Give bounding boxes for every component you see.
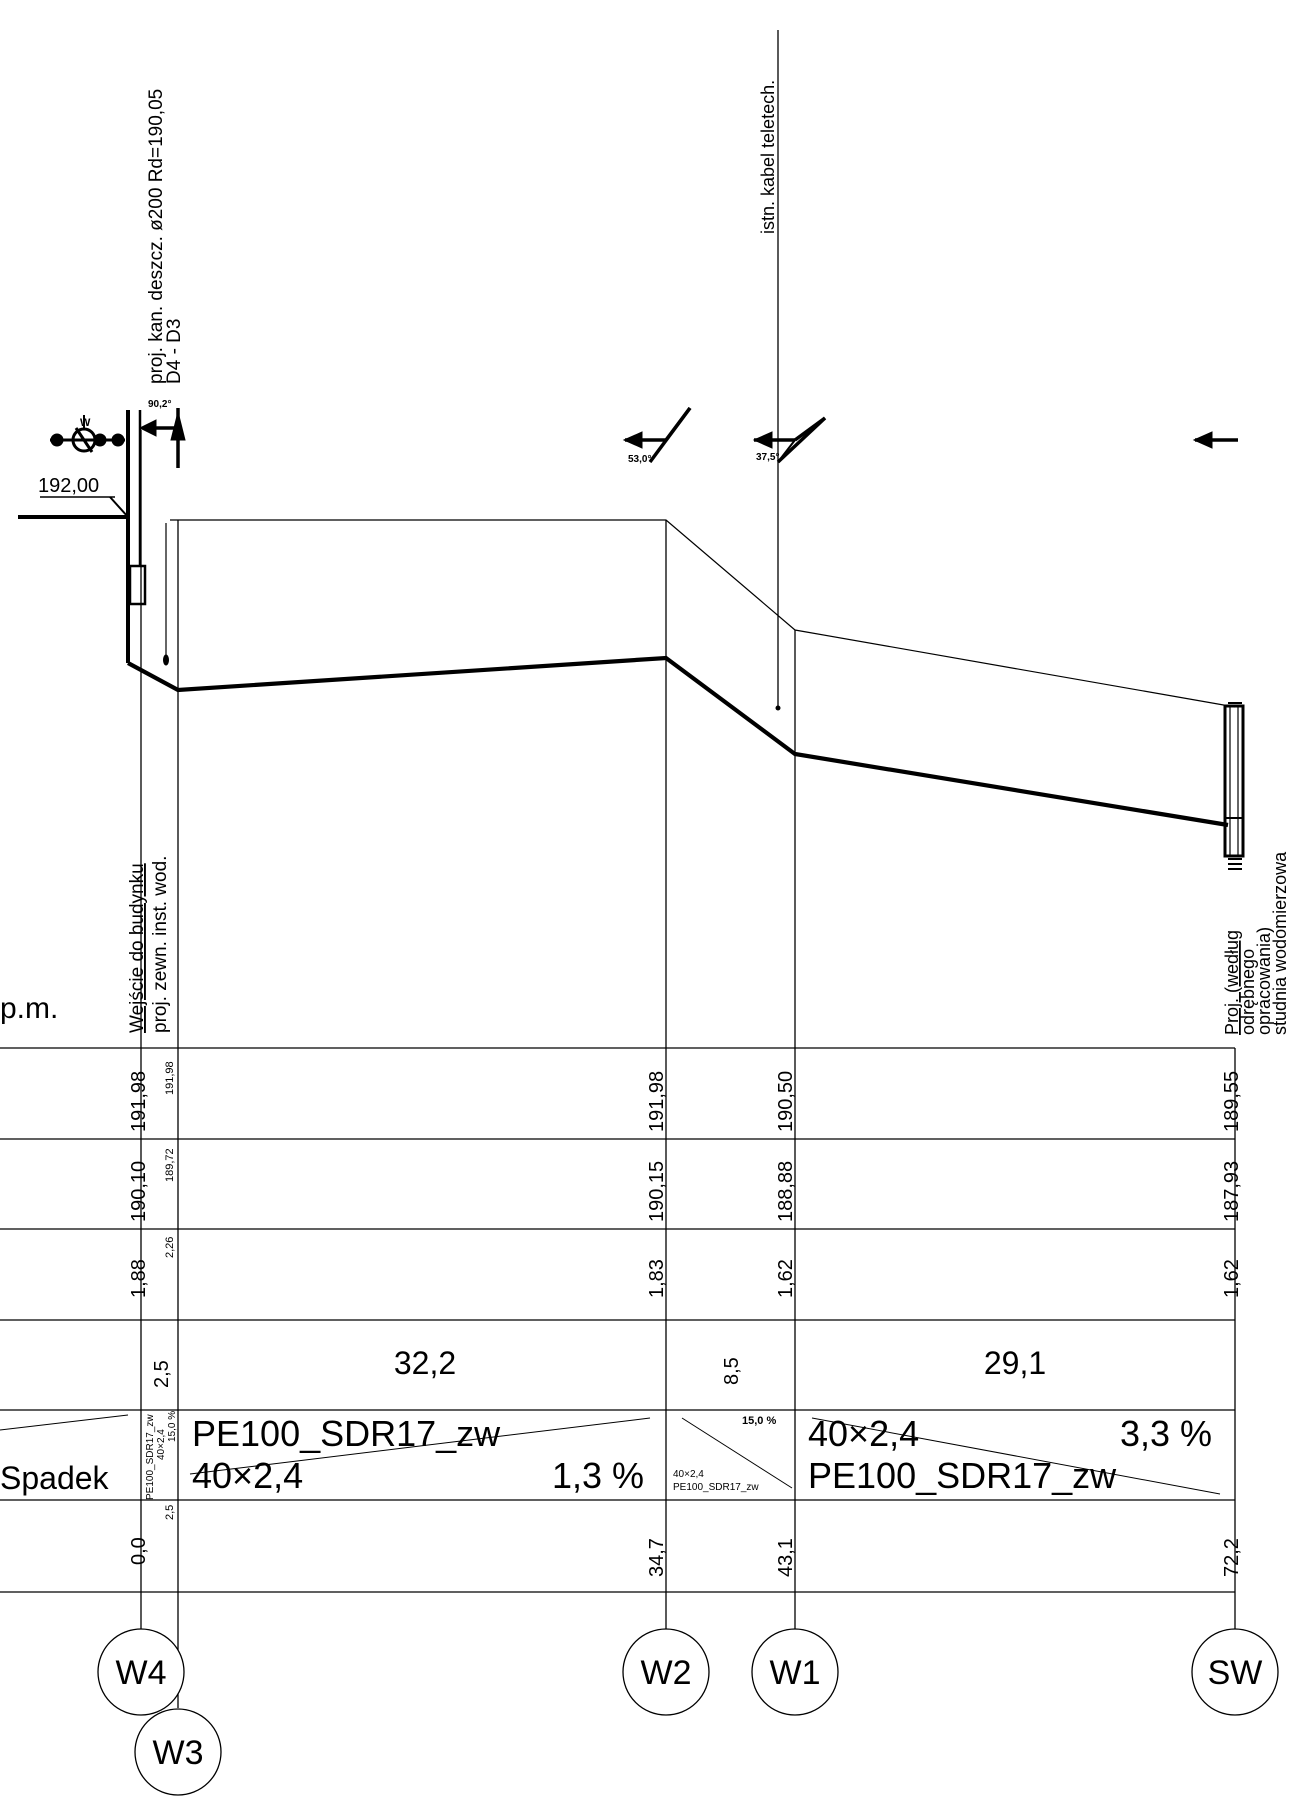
depth-w2: 1,83 [646, 1259, 668, 1298]
invert-w4: 190,10 [128, 1161, 150, 1222]
ground-level-row: 191,98 191,98 191,98 190,50 189,55 [128, 1061, 1243, 1132]
ground-sw: 189,55 [1221, 1071, 1243, 1132]
node-label-w4: W4 [116, 1654, 167, 1692]
depth-w4: 1,88 [128, 1259, 150, 1298]
length-row: 2,5 32,2 8,5 29,1 [151, 1345, 1046, 1388]
building-entry-riser [18, 410, 147, 663]
station-lines [140, 30, 1236, 1708]
seg-3-slope: 15,0 % [742, 1415, 776, 1427]
flow-arrow-icon [1192, 431, 1238, 449]
seg-2-pipe-size: 40×2,4 [192, 1455, 303, 1496]
internal-installation-label: proj. zewn. inst. wod. [150, 856, 171, 1033]
seg-2-slope: 1,3 % [552, 1455, 644, 1496]
seg-1-slope: 15,0 % [167, 1411, 178, 1442]
meter-well-icon [1223, 702, 1245, 870]
node-markers: W4 W3 W2 W1 SW [97, 1628, 1279, 1796]
ground-w1: 190,50 [775, 1071, 797, 1132]
seg-4-pipe-type: PE100_SDR17_zw [808, 1455, 1117, 1496]
meter-well-line-3: opracowania) [1254, 927, 1274, 1035]
length-seg-1: 2,5 [151, 1360, 173, 1388]
node-bubble-w1 [751, 1628, 839, 1716]
building-entry-label: Wejście do budynku [127, 863, 148, 1033]
bend-w1-icon [752, 416, 827, 464]
tee-w3-icon [138, 408, 186, 666]
seg-1-pipe-size: 40×2,4 [156, 1429, 167, 1460]
telecom-cable-crossing [775, 705, 781, 711]
depth-w1: 1,62 [775, 1259, 797, 1298]
chainage-w3: 2,5 [164, 1505, 176, 1520]
chainage-w1: 43,1 [775, 1538, 797, 1577]
seg-2-pipe-type: PE100_SDR17_zw [192, 1413, 501, 1454]
angle-w3: 90,2° [148, 399, 171, 410]
rain-sewer-annotation: proj. kan. deszcz. ø200 Rd=190,05 [146, 89, 167, 384]
ground-level-label-left: 192,00 [38, 475, 99, 497]
node-bubble-sw [1191, 1628, 1279, 1716]
slope-row-label: Spadek [0, 1460, 110, 1496]
segment-1-pipe: PE100_SDR17_zw 40×2,4 15,0 % [145, 1411, 178, 1500]
meter-well-line-2: odrębnego [1238, 949, 1258, 1035]
chainage-sw: 72,2 [1221, 1538, 1243, 1577]
invert-sw: 187,93 [1221, 1161, 1243, 1222]
invert-w3: 189,72 [164, 1148, 176, 1182]
slope-row [0, 1414, 1221, 1495]
seg-4-pipe-size: 40×2,4 [808, 1413, 919, 1454]
depth-w3: 2,26 [164, 1237, 176, 1258]
ground-w3: 191,98 [164, 1061, 176, 1095]
valve-icon [50, 415, 125, 453]
length-seg-3: 8,5 [721, 1357, 743, 1385]
node-bubble-w2 [622, 1628, 710, 1716]
profile-table-grid [0, 1047, 1235, 1593]
length-seg-2: 32,2 [394, 1345, 456, 1381]
valve-label: W [80, 417, 91, 429]
invert-w1: 188,88 [775, 1161, 797, 1222]
seg-1-pipe-type: PE100_SDR17_zw [145, 1414, 156, 1500]
node-bubble-w3 [134, 1708, 222, 1796]
pipe-line [127, 655, 1229, 828]
meter-well-line-1: Proj. (według [1222, 930, 1242, 1035]
invert-level-row: 190,10 189,72 190,15 188,88 187,93 [128, 1148, 1243, 1222]
ground-line [170, 519, 1236, 708]
bend-w2-icon [622, 406, 692, 464]
angle-w1: 37,5° [756, 452, 779, 463]
seg-4-slope: 3,3 % [1120, 1413, 1212, 1454]
ground-w2: 191,98 [646, 1071, 668, 1132]
node-label-w3: W3 [153, 1734, 204, 1772]
rain-sewer-section: D4 - D3 [164, 319, 185, 384]
node-label-w2: W2 [641, 1654, 692, 1692]
node-label-sw: SW [1208, 1654, 1263, 1692]
seg-3-pipe-size: 40×2,4 [673, 1469, 704, 1480]
base-level-label: p.m. [0, 992, 58, 1025]
invert-w2: 190,15 [646, 1161, 668, 1222]
chainage-row: 0,0 2,5 34,7 43,1 72,2 [128, 1505, 1243, 1577]
meter-well-line-4: studnia wodomierzowa [1270, 851, 1290, 1035]
length-seg-4: 29,1 [984, 1345, 1046, 1381]
angle-w2: 53,0° [628, 454, 651, 465]
depth-sw: 1,62 [1221, 1259, 1243, 1298]
telecom-cable-annotation: istn. kabel teletech. [758, 80, 778, 234]
depth-row: 1,88 2,26 1,83 1,62 1,62 [128, 1237, 1243, 1298]
ground-w4: 191,98 [128, 1071, 150, 1132]
node-bubble-w4 [97, 1628, 185, 1716]
meter-well-annotation: Proj. (według odrębnego opracowania) stu… [1222, 851, 1290, 1035]
chainage-w2: 34,7 [646, 1538, 668, 1577]
seg-3-pipe-type: PE100_SDR17_zw [673, 1482, 759, 1493]
chainage-w4: 0,0 [128, 1537, 150, 1565]
node-label-w1: W1 [770, 1654, 821, 1692]
